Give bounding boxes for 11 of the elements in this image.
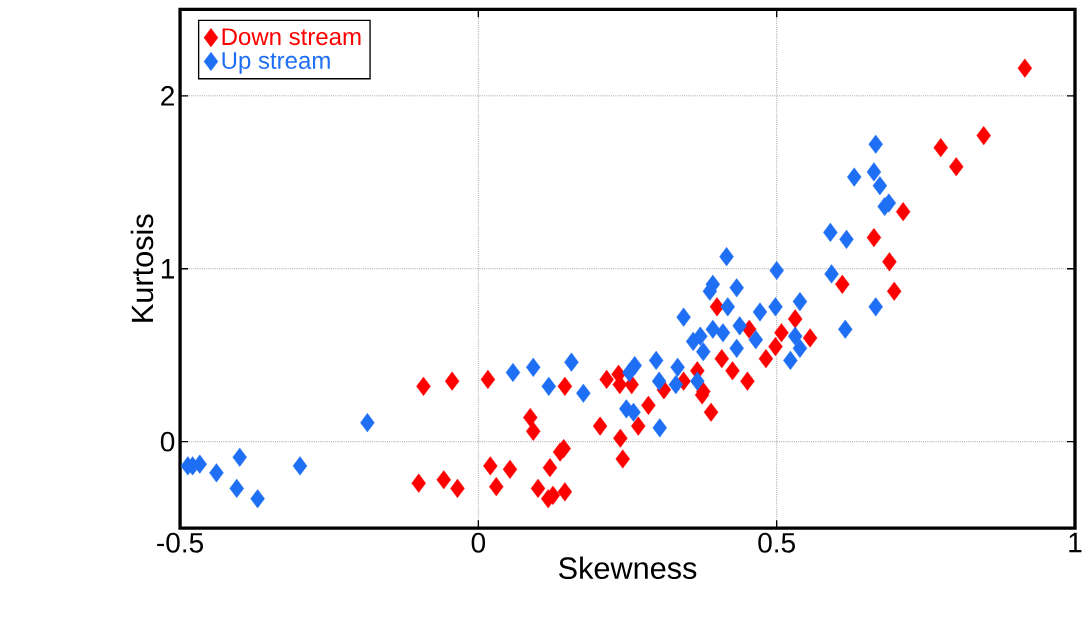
x-tick-label: 0.5 (758, 533, 795, 553)
legend-label: Up stream (222, 52, 330, 74)
x-axis-title: Skewness (559, 556, 697, 580)
x-tick-label: 1 (1069, 533, 1082, 553)
y-tick-label: 1 (161, 259, 174, 279)
y-tick-label: 2 (161, 86, 174, 106)
y-axis-title: Kurtosis (130, 214, 154, 322)
y-tick-label: 0 (160, 432, 175, 452)
x-tick-label: -0.5 (157, 533, 204, 553)
x-tick-label: 0 (471, 533, 486, 553)
legend-label: Down stream (222, 28, 361, 46)
